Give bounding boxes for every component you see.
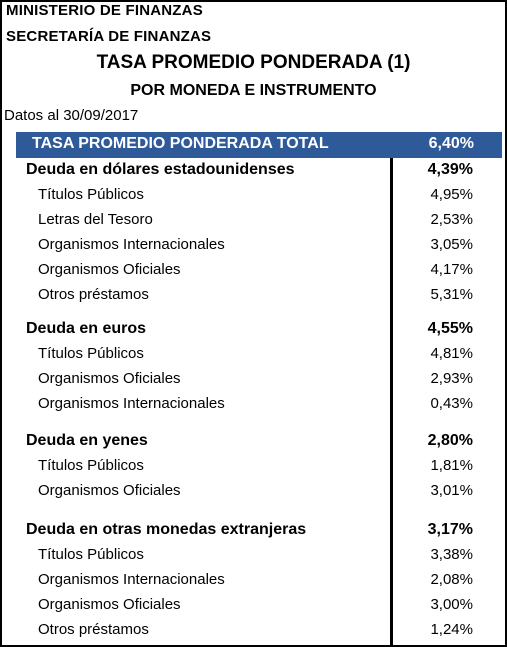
item-label: Títulos Públicos xyxy=(38,546,144,563)
item-value: 3,00% xyxy=(430,596,473,613)
group-value: 2,80% xyxy=(427,432,473,449)
item-value: 4,17% xyxy=(430,261,473,278)
item-value: 1,24% xyxy=(430,621,473,638)
item-label: Organismos Internacionales xyxy=(38,236,225,253)
item-row: Organismos Oficiales 2,93% xyxy=(2,367,505,392)
item-row: Organismos Oficiales 3,00% xyxy=(2,593,505,618)
item-label: Organismos Internacionales xyxy=(38,395,225,412)
item-label: Títulos Públicos xyxy=(38,345,144,362)
item-row: Organismos Internacionales 3,05% xyxy=(2,233,505,258)
item-row: Organismos Internacionales 0,43% xyxy=(2,392,505,417)
item-value: 2,93% xyxy=(430,370,473,387)
group-row-other: Deuda en otras monedas extranjeras 3,17% xyxy=(2,518,505,543)
group-value: 4,55% xyxy=(427,320,473,337)
item-value: 0,43% xyxy=(430,395,473,412)
item-row: Títulos Públicos 4,81% xyxy=(2,342,505,367)
item-label: Organismos Oficiales xyxy=(38,261,181,278)
item-label: Títulos Públicos xyxy=(38,186,144,203)
column-divider xyxy=(390,158,393,645)
group-label: Deuda en otras monedas extranjeras xyxy=(26,521,307,538)
group-value: 3,17% xyxy=(427,521,473,538)
item-value: 3,38% xyxy=(430,546,473,563)
group-label: Deuda en euros xyxy=(26,320,147,337)
total-rate-bar: TASA PROMEDIO PONDERADA TOTAL 6,40% xyxy=(16,132,502,158)
item-label: Títulos Públicos xyxy=(38,457,144,474)
ministry-name: MINISTERIO DE FINANZAS xyxy=(6,2,203,19)
group-label: Deuda en dólares estadounidenses xyxy=(26,161,295,178)
group-value: 4,39% xyxy=(427,161,473,178)
item-label: Organismos Oficiales xyxy=(38,596,181,613)
data-date: Datos al 30/09/2017 xyxy=(4,107,139,124)
group-row-usd: Deuda en dólares estadounidenses 4,39% xyxy=(2,158,505,183)
group-row-eur: Deuda en euros 4,55% xyxy=(2,317,505,342)
item-row: Otros préstamos 5,31% xyxy=(2,283,505,308)
item-value: 4,81% xyxy=(430,345,473,362)
item-row: Letras del Tesoro 2,53% xyxy=(2,208,505,233)
item-value: 4,95% xyxy=(430,186,473,203)
item-label: Letras del Tesoro xyxy=(38,211,153,228)
secretariat-name: SECRETARÍA DE FINANZAS xyxy=(6,28,212,45)
item-value: 5,31% xyxy=(430,286,473,303)
item-row: Organismos Oficiales 3,01% xyxy=(2,479,505,504)
item-value: 3,01% xyxy=(430,482,473,499)
report-subtitle: POR MONEDA E INSTRUMENTO xyxy=(130,82,377,99)
item-value: 3,05% xyxy=(430,236,473,253)
item-row: Organismos Oficiales 4,17% xyxy=(2,258,505,283)
item-value: 1,81% xyxy=(430,457,473,474)
item-row: Títulos Públicos 1,81% xyxy=(2,454,505,479)
item-label: Otros préstamos xyxy=(38,286,149,303)
total-rate-value: 6,40% xyxy=(428,135,474,152)
group-row-jpy: Deuda en yenes 2,80% xyxy=(2,429,505,454)
item-row: Organismos Internacionales 2,08% xyxy=(2,568,505,593)
item-label: Organismos Oficiales xyxy=(38,370,181,387)
item-row: Títulos Públicos 4,95% xyxy=(2,183,505,208)
item-row: Otros préstamos 1,24% xyxy=(2,618,505,643)
item-value: 2,08% xyxy=(430,571,473,588)
item-label: Organismos Internacionales xyxy=(38,571,225,588)
item-label: Otros préstamos xyxy=(38,621,149,638)
group-label: Deuda en yenes xyxy=(26,432,148,449)
item-row: Títulos Públicos 3,38% xyxy=(2,543,505,568)
item-label: Organismos Oficiales xyxy=(38,482,181,499)
report-title: TASA PROMEDIO PONDERADA (1) xyxy=(96,52,411,73)
total-rate-label: TASA PROMEDIO PONDERADA TOTAL xyxy=(32,135,329,152)
item-value: 2,53% xyxy=(430,211,473,228)
